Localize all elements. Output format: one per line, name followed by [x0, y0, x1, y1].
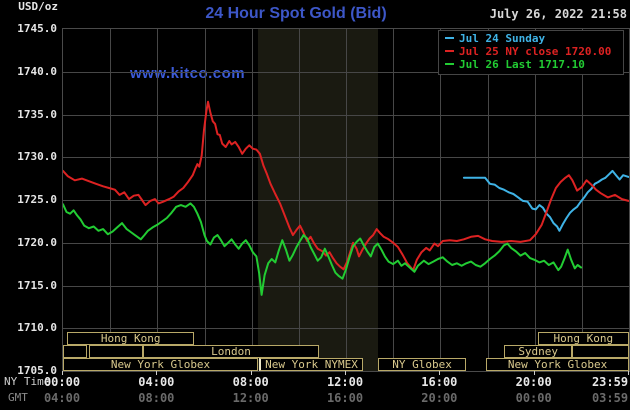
time-axis-label-ny: 04:00: [138, 375, 175, 389]
grid-line-horizontal: [63, 157, 629, 159]
time-axis-label-ny: 16:00: [421, 375, 458, 389]
price-axis-label: 1735.0: [17, 107, 57, 121]
legend-label: Jul 26 Last 1717.10: [459, 58, 585, 71]
legend-row: Jul 26 Last 1717.10: [439, 58, 623, 71]
price-series-canvas: [63, 100, 629, 296]
time-axis-label-gmt: 04:00: [43, 391, 81, 405]
x-axis-ny-time-label: NY Time: [4, 375, 51, 388]
x-axis-gmt-label: GMT: [8, 391, 28, 404]
time-axis-tick: [439, 371, 441, 375]
time-axis-tick: [345, 371, 346, 375]
grid-line-horizontal: [63, 328, 629, 330]
time-axis-tick: [627, 371, 629, 375]
kitco-watermark: www.kitco.com: [130, 65, 246, 82]
time-axis-label-ny: 08:00: [232, 375, 269, 389]
grid-line-horizontal: [63, 114, 629, 116]
legend-line-marker: [445, 49, 454, 52]
time-axis-label-gmt: 20:00: [421, 391, 458, 405]
price-axis-label: 1745.0: [17, 22, 57, 35]
legend-label: Jul 24 Sunday: [459, 32, 546, 45]
price-axis-label: 1710.0: [17, 321, 57, 335]
session-box-new-york-globex: New York Globex: [486, 358, 629, 371]
legend-line-marker: [445, 62, 454, 65]
price-axis-label: 1725.0: [17, 193, 57, 206]
price-axis-label: 1740.0: [17, 64, 57, 78]
session-box-new-york-nymex: New York NYMEX: [258, 358, 363, 371]
time-axis-label-gmt: 08:00: [138, 391, 175, 405]
legend-row: Jul 25 NY close 1720.00: [439, 45, 623, 58]
grid-line-horizontal: [63, 242, 629, 244]
grid-line-horizontal: [63, 285, 629, 287]
time-axis-label-ny: 23:59: [591, 375, 629, 389]
price-line-jul-25-ny-close-1720.00: [63, 100, 629, 272]
session-box-unlabeled: [572, 345, 629, 358]
session-box-unlabeled: [63, 345, 87, 358]
price-axis-label: 1720.0: [17, 235, 57, 249]
price-axis-label: 1705.0: [17, 364, 57, 377]
price-line-jul-24-sunday: [462, 169, 629, 232]
time-axis-tick: [533, 371, 535, 375]
session-box-new-york-globex: New York Globex: [63, 358, 259, 371]
session-box-london: London: [143, 345, 319, 358]
time-axis-label-ny: 12:00: [326, 375, 364, 389]
time-axis-tick: [62, 371, 63, 375]
grid-line-horizontal: [63, 71, 629, 73]
legend-line-marker: [445, 36, 454, 39]
time-axis-tick: [156, 371, 158, 375]
price-axis-label: 1715.0: [17, 278, 57, 292]
time-axis-tick: [250, 371, 252, 375]
y-axis-unit-label: USD/oz: [18, 0, 58, 13]
session-box-ny-globex: NY Globex: [378, 358, 467, 371]
legend-row: Jul 24 Sunday: [439, 32, 623, 45]
chart-timestamp: July 26, 2022 21:58: [489, 7, 627, 21]
price-line-jul-26-last-1717.10: [63, 202, 583, 296]
time-axis-label-gmt: 16:00: [326, 391, 364, 405]
session-box-unlabeled: [88, 345, 144, 358]
time-axis-label-ny: 00:00: [43, 375, 81, 389]
price-axis-label: 1730.0: [17, 150, 57, 164]
time-axis-label-gmt: 12:00: [232, 391, 269, 405]
legend-label: Jul 25 NY close 1720.00: [459, 45, 612, 58]
session-box-hong-kong: Hong Kong: [537, 332, 629, 345]
plot-area: www.kitco.com Hong Kong Hong Kong London Sy…: [62, 28, 630, 372]
time-axis-label-gmt: 03:59: [591, 391, 629, 405]
session-box-sydney: Sydney: [504, 345, 573, 358]
time-axis-label-ny: 20:00: [515, 375, 552, 389]
chart-title: 24 Hour Spot Gold (Bid): [205, 5, 387, 22]
session-box-hong-kong: Hong Kong: [67, 332, 194, 345]
grid-line-horizontal: [63, 200, 629, 201]
time-axis-label-gmt: 00:00: [515, 391, 552, 405]
legend: Jul 24 Sunday Jul 25 NY close 1720.00 Jul …: [438, 30, 624, 75]
